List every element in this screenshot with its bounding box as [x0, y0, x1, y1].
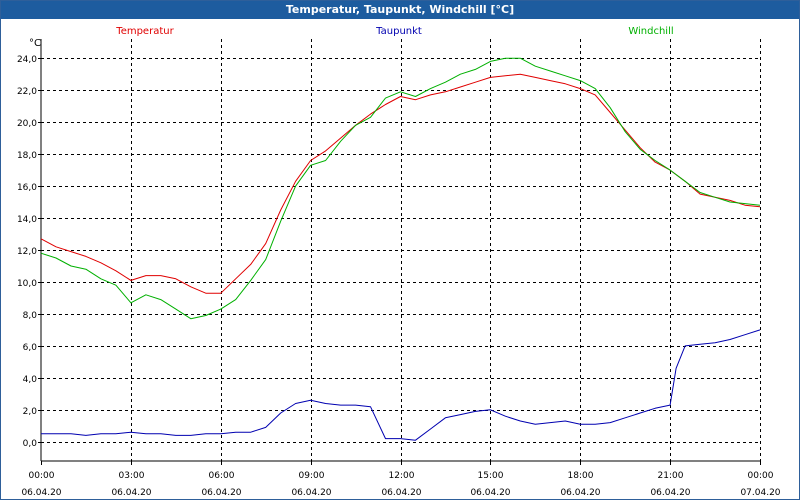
series-line-temperatur [40, 73, 761, 294]
series-line-taupunkt [41, 329, 761, 441]
y-tick-label: 2,0 [23, 407, 38, 417]
y-tick-label: 16,0 [17, 183, 37, 193]
y-tick-label: 0,0 [23, 439, 38, 449]
y-tick-label: 14,0 [17, 215, 37, 225]
y-tick-label: 20,0 [17, 119, 37, 129]
x-tick-date-label: 06.04.20 [650, 488, 690, 498]
x-tick-time-label: 15:00 [478, 471, 504, 481]
y-tick-label: 22,0 [17, 87, 37, 97]
x-tick-date-label: 06.04.20 [201, 488, 241, 498]
y-axis-unit-label: °C [29, 38, 41, 49]
x-tick-time-label: 03:00 [119, 471, 145, 481]
x-tick-time-label: 18:00 [568, 471, 594, 481]
x-tick-time-label: 06:00 [209, 471, 235, 481]
y-tick-label: 24,0 [17, 55, 37, 65]
x-tick-time-label: 21:00 [658, 471, 684, 481]
legend-windchill: Windchill [628, 26, 673, 37]
x-tick-date-label: 06.04.20 [560, 488, 600, 498]
y-tick-label: 4,0 [23, 375, 38, 385]
legend-temperatur: Temperatur [115, 26, 174, 37]
line-chart: 0,0 2,0 4,0 6,0 8,0 10,0 12,0 14,0 16,0 18,0 20,0 2… [17, 26, 781, 498]
x-tick-date-label: 06.04.20 [470, 488, 510, 498]
x-tick-time-label: 09:00 [299, 471, 325, 481]
series-line-windchill [40, 57, 761, 320]
x-tick-date-label: 06.04.20 [381, 488, 421, 498]
x-tick-time-label: 00:00 [29, 471, 55, 481]
x-tick-date-label: 07.04.20 [740, 488, 780, 498]
y-tick-label: 8,0 [23, 311, 38, 321]
x-tick-date-label: 06.04.20 [291, 488, 331, 498]
x-tick-date-label: 06.04.20 [21, 488, 61, 498]
y-tick-label: 6,0 [23, 343, 38, 353]
y-tick-label: 18,0 [17, 151, 37, 161]
x-tick-time-label: 12:00 [389, 471, 415, 481]
y-tick-label: 10,0 [17, 279, 37, 289]
window-title: Temperatur, Taupunkt, Windchill [°C] [1, 1, 799, 19]
x-tick-date-label: 06.04.20 [111, 488, 151, 498]
x-tick-time-label: 00:00 [748, 471, 774, 481]
y-tick-label: 12,0 [17, 247, 37, 257]
legend-taupunkt: Taupunkt [375, 26, 422, 37]
